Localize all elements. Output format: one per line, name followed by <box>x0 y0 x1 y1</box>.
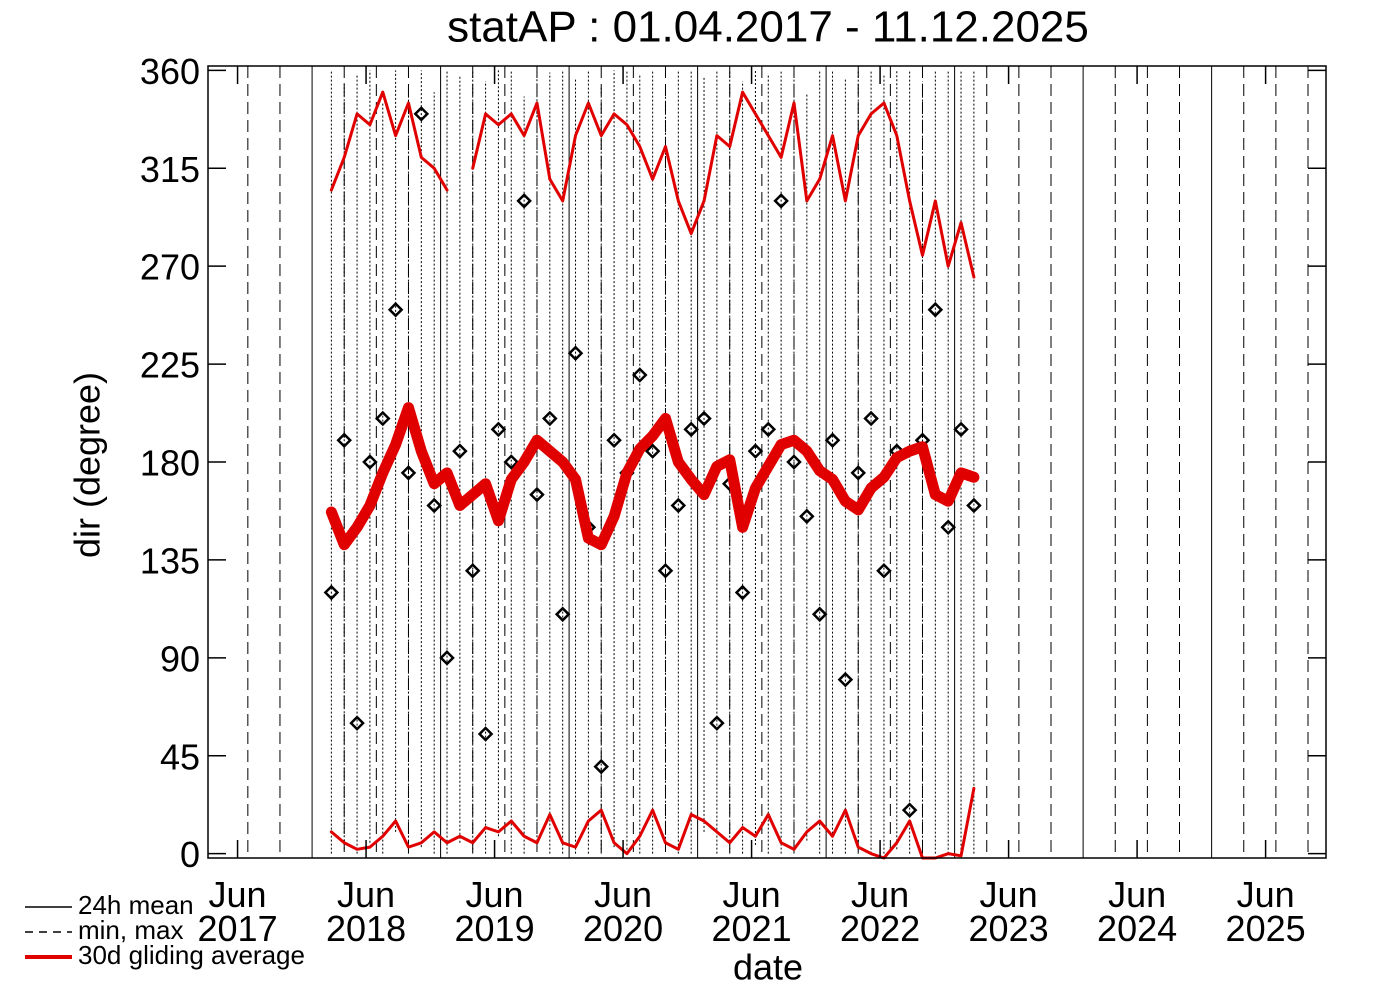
daily-mean-point <box>966 497 982 514</box>
daily-mean-point <box>850 465 867 481</box>
daily-mean-point <box>439 650 455 666</box>
daily-mean-point <box>323 584 340 601</box>
x-tick-label: Jun 2017 <box>197 874 278 949</box>
x-tick-label: Jun 2020 <box>583 874 664 949</box>
daily-mean-point <box>747 443 764 459</box>
daily-mean-point <box>542 410 558 427</box>
daily-mean-point <box>696 410 712 427</box>
daily-mean-point <box>606 432 622 449</box>
daily-mean-point <box>811 606 828 623</box>
daily-mean-point <box>387 301 404 318</box>
daily-mean-point <box>362 454 378 470</box>
daily-mean-point <box>503 454 520 470</box>
y-tick-label: 135 <box>140 540 200 581</box>
y-tick-label: 225 <box>140 345 200 386</box>
daily-mean-point <box>644 443 661 459</box>
daily-mean-point <box>400 465 417 481</box>
daily-mean-point <box>824 432 841 449</box>
daily-mean-point <box>349 715 365 731</box>
daily-mean-point <box>837 671 854 688</box>
legend-label: 30d gliding average <box>78 940 305 970</box>
daily-mean-point <box>773 193 789 209</box>
daily-mean-point <box>927 301 944 318</box>
daily-mean-point <box>632 367 648 383</box>
y-tick-label: 180 <box>140 443 200 484</box>
x-tick-label: Jun 2018 <box>326 874 407 949</box>
daily-mean-point <box>901 802 918 818</box>
legend-label: 24h mean <box>78 890 194 920</box>
daily-mean-point <box>593 758 609 775</box>
daily-mean-point <box>863 410 879 427</box>
y-tick-label: 360 <box>140 51 200 92</box>
y-tick-label: 315 <box>140 149 200 190</box>
daily-mean-point <box>799 508 815 525</box>
daily-mean-point <box>452 443 468 459</box>
daily-mean-point <box>734 584 751 601</box>
x-tick-label: Jun 2019 <box>454 874 535 949</box>
daily-mean-point <box>413 106 430 122</box>
y-tick-label: 270 <box>140 247 200 288</box>
daily-mean-point <box>490 421 507 438</box>
daily-mean-point <box>657 563 674 579</box>
x-axis-label: date <box>733 947 803 988</box>
average-line <box>325 402 980 551</box>
average-upper-line <box>329 90 449 192</box>
daily-mean-point <box>876 563 892 579</box>
y-tick-label: 90 <box>160 638 200 679</box>
daily-mean-point <box>477 726 494 742</box>
daily-mean-point <box>709 715 725 731</box>
y-tick-label: 0 <box>180 834 200 875</box>
daily-mean-point <box>464 563 481 579</box>
x-tick-label: Jun 2021 <box>711 874 792 949</box>
daily-mean-point <box>516 193 532 209</box>
chart-title: statAP : 01.04.2017 - 11.12.2025 <box>447 3 1089 52</box>
daily-mean-point <box>426 497 442 514</box>
daily-mean-point <box>786 454 802 470</box>
daily-mean-point <box>953 421 969 438</box>
y-axis-label: dir (degree) <box>67 372 108 558</box>
x-tick-label: Jun 2024 <box>1097 874 1178 949</box>
daily-mean-point <box>567 345 584 361</box>
daily-mean-point <box>554 606 571 623</box>
daily-mean-point <box>760 421 777 438</box>
daily-mean-point <box>529 486 545 503</box>
average-lower-line <box>329 786 976 860</box>
daily-mean-point <box>375 410 391 427</box>
x-tick-label: Jun 2022 <box>840 874 921 949</box>
daily-mean-point <box>670 497 687 514</box>
daily-mean-point <box>336 432 352 449</box>
y-tick-label: 45 <box>160 736 200 777</box>
legend-label: min, max <box>78 915 183 945</box>
daily-mean-point <box>683 421 699 438</box>
average-upper-line <box>471 90 976 279</box>
x-tick-label: Jun 2023 <box>968 874 1049 949</box>
daily-mean-point <box>940 519 956 536</box>
x-tick-label: Jun 2025 <box>1225 874 1306 949</box>
